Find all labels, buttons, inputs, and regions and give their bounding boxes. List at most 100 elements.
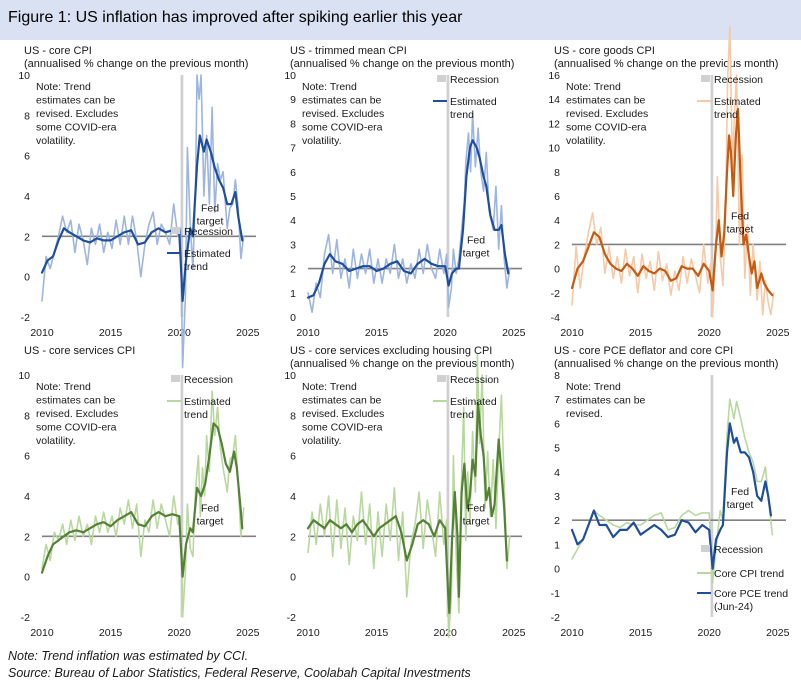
chart-note-line: revised. Excludes: [302, 408, 384, 420]
y-tick-label: 1: [290, 288, 296, 300]
chart-note-line: some COVID-era: [302, 422, 383, 434]
series-line-trend: [40, 134, 244, 302]
x-tick-label: 2010: [296, 627, 320, 639]
chart-title: US - core services excluding housing CPI: [290, 345, 492, 357]
legend-label: Recession: [184, 226, 233, 238]
chart-note-line: volatility.: [36, 135, 75, 147]
chart-note-line: Note: Trend: [566, 381, 621, 393]
footer-note: Note: Trend inflation was estimated by C…: [8, 649, 249, 663]
y-tick-label: 7: [290, 143, 296, 155]
chart-note-line: some COVID-era: [36, 422, 117, 434]
chart-core_services_ex_housing: US - core services excluding housing CPI…: [284, 345, 526, 639]
y-tick-label: 4: [24, 191, 30, 203]
fed-target-label: target: [463, 248, 490, 260]
y-tick-label: 16: [548, 70, 560, 82]
x-tick-label: 2010: [560, 627, 584, 639]
chart-grid: US - core CPI (annualised % change on the…: [0, 25, 801, 642]
fed-target-label: target: [727, 499, 754, 511]
x-tick-label: 2025: [236, 627, 260, 639]
fed-target-label: target: [727, 223, 754, 235]
chart-note-line: some COVID-era: [302, 122, 383, 134]
x-tick-label: 2010: [30, 627, 54, 639]
y-tick-label: 0: [554, 264, 560, 276]
y-tick-label: 6: [290, 167, 296, 179]
y-tick-label: 2: [554, 515, 560, 527]
x-tick-label: 2015: [99, 327, 123, 339]
x-tick-label: 2025: [502, 627, 526, 639]
legend-label: Recession: [714, 544, 763, 556]
chart-title: US - core goods CPI: [554, 45, 655, 57]
legend-recession-swatch: [437, 75, 446, 82]
legend-recession-swatch: [437, 375, 446, 382]
footer-source: Source: Bureau of Labor Statistics, Fede…: [8, 666, 471, 680]
chart-note-line: revised. Excludes: [566, 108, 648, 120]
x-tick-label: 2010: [296, 327, 320, 339]
fed-target-label: target: [197, 215, 224, 227]
fed-target-label: Fed: [467, 235, 485, 247]
y-tick-label: 0: [24, 272, 30, 284]
series-line-monthly: [307, 354, 511, 638]
legend-label: trend: [450, 109, 474, 121]
y-tick-label: 2: [24, 531, 30, 543]
legend-label: Estimated: [184, 248, 231, 260]
chart-note-line: estimates can be: [302, 95, 382, 107]
y-tick-label: 8: [554, 370, 560, 382]
series-line-trend: [570, 107, 774, 297]
y-tick-label: 4: [554, 467, 560, 479]
panel-core-pce-and-cpi: US - core PCE deflator and core CPI (annu…: [536, 342, 796, 642]
y-tick-label: 10: [18, 70, 30, 82]
chart-note-line: Note: Trend: [302, 381, 357, 393]
chart-core_pce_vs_cpi: US - core PCE deflator and core CPI(annu…: [551, 345, 790, 639]
chart-subtitle: (annualised % change on the previous mon…: [554, 58, 778, 70]
fed-target-label: Fed: [201, 202, 219, 214]
y-tick-label: 12: [548, 118, 560, 130]
y-tick-label: 6: [554, 418, 560, 430]
chart-title: US - trimmed mean CPI: [290, 45, 407, 57]
y-tick-label: 6: [24, 151, 30, 163]
legend-label: trend: [184, 261, 208, 273]
chart-note-line: revised.: [566, 408, 603, 420]
y-tick-label: 3: [554, 491, 560, 503]
y-tick-label: 4: [290, 491, 296, 503]
y-tick-label: 7: [554, 394, 560, 406]
x-tick-label: 2020: [167, 627, 191, 639]
y-tick-label: 6: [290, 451, 296, 463]
legend-label: Estimated: [450, 96, 497, 108]
y-tick-label: 8: [290, 118, 296, 130]
y-tick-label: 10: [284, 370, 296, 382]
y-tick-label: 6: [24, 451, 30, 463]
fed-target-label: Fed: [731, 486, 749, 498]
figure-title: Figure 1: US inflation has improved afte…: [8, 9, 463, 26]
y-tick-label: -2: [21, 312, 30, 324]
recession-band: [446, 75, 450, 317]
y-tick-label: 0: [290, 312, 296, 324]
legend-label: trend: [714, 109, 738, 121]
chart-note-line: revised. Excludes: [302, 108, 384, 120]
y-tick-label: 5: [554, 443, 560, 455]
y-tick-label: 8: [554, 167, 560, 179]
y-tick-label: -2: [21, 612, 30, 624]
chart-note-line: revised. Excludes: [36, 108, 118, 120]
chart-note-line: Note: Trend: [566, 81, 621, 93]
panel-trimmed-mean-cpi: US - trimmed mean CPI (annualised % chang…: [272, 42, 532, 342]
y-tick-label: -2: [551, 288, 560, 300]
series-line-trend: [40, 422, 244, 578]
series-line-monthly: [571, 25, 775, 318]
legend-label: trend: [450, 409, 474, 421]
y-tick-label: 0: [24, 572, 30, 584]
x-tick-label: 2010: [560, 327, 584, 339]
legend-label: Recession: [450, 74, 499, 86]
y-tick-label: 2: [290, 264, 296, 276]
y-tick-label: 2: [290, 531, 296, 543]
y-tick-label: 2: [554, 239, 560, 251]
x-tick-label: 2015: [365, 627, 389, 639]
chart-core_services: US - core services CPI -2 0 2 4 6 8 10 2010 2015 2…: [18, 345, 260, 639]
chart-note-line: Note: Trend: [302, 81, 357, 93]
series-line-monthly: [307, 112, 511, 313]
x-tick-label: 2015: [365, 327, 389, 339]
panel-core-cpi: US - core CPI (annualised % change on the…: [6, 42, 266, 369]
y-tick-label: 2: [24, 231, 30, 243]
legend-label: Recession: [450, 374, 499, 386]
x-tick-label: 2020: [697, 327, 721, 339]
y-tick-label: 3: [290, 239, 296, 251]
